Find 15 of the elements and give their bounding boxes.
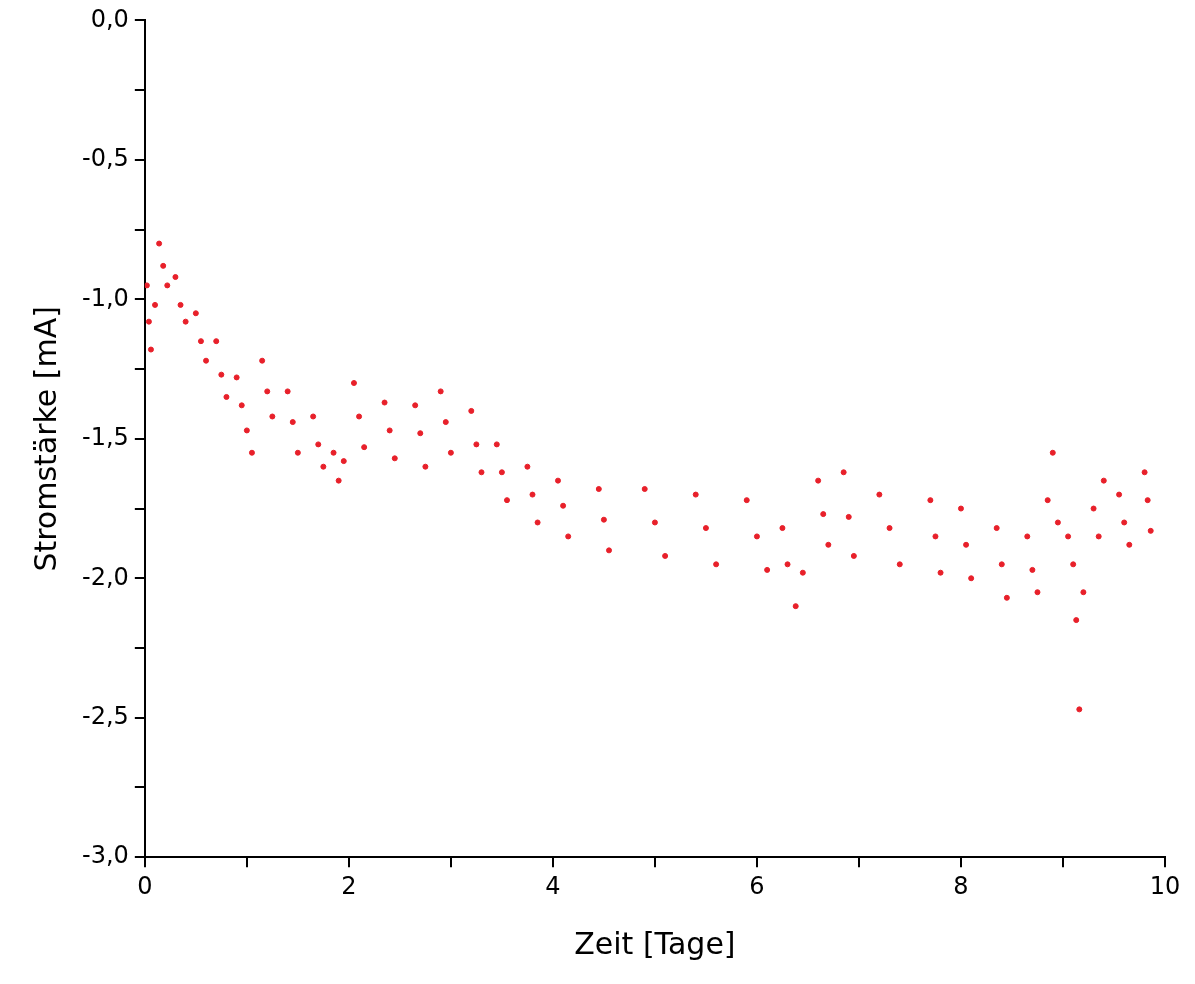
x-tick-label: 6 bbox=[749, 871, 765, 900]
y-tick-label: -2,5 bbox=[82, 701, 129, 730]
x-tick-label: 2 bbox=[341, 871, 357, 900]
y-tick-label: 0,0 bbox=[90, 4, 129, 33]
x-tick-label: 8 bbox=[953, 871, 969, 900]
x-tick-label: 10 bbox=[1149, 871, 1181, 900]
y-tick-label: -0,5 bbox=[82, 144, 129, 173]
x-axis-title: Zeit [Tage] bbox=[574, 925, 736, 961]
y-tick-label: -2,0 bbox=[82, 562, 129, 591]
y-tick-label: -3,0 bbox=[82, 841, 129, 870]
y-tick-label: -1,0 bbox=[82, 283, 129, 312]
y-tick-label: -1,5 bbox=[82, 423, 129, 452]
x-tick-label: 0 bbox=[137, 871, 153, 900]
y-axis-title: Stromstärke [mA] bbox=[27, 305, 63, 572]
x-tick-label: 4 bbox=[545, 871, 561, 900]
